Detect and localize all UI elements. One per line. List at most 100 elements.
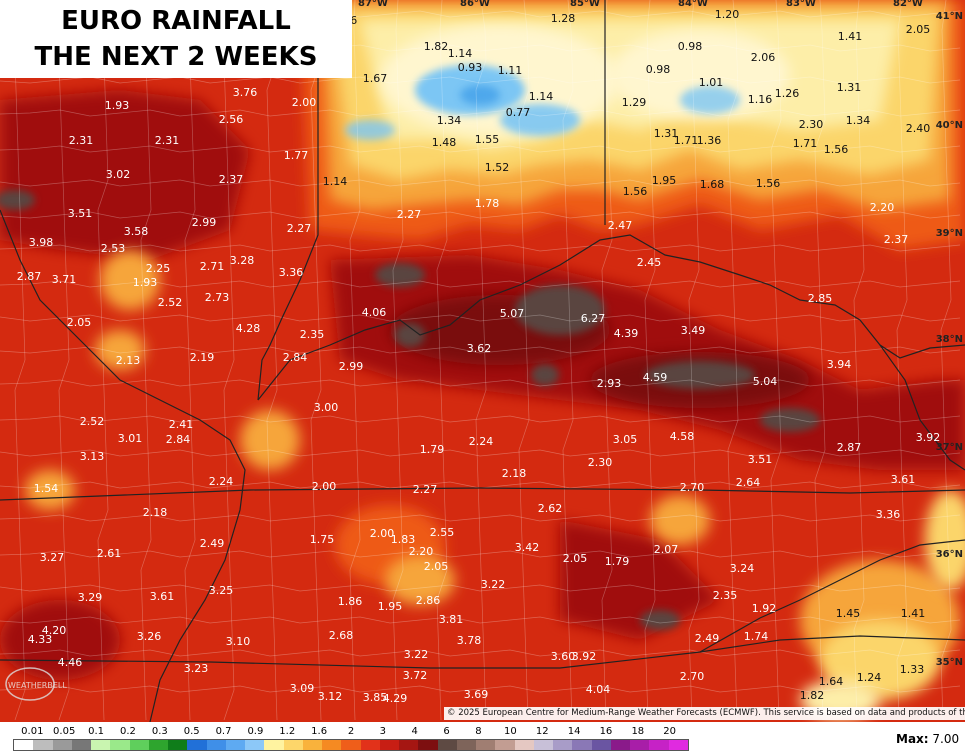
precip-area <box>500 104 580 136</box>
rainfall-value: 3.22 <box>481 578 506 591</box>
county-line <box>392 0 404 721</box>
rainfall-value: 3.51 <box>748 453 773 466</box>
color-legend: 0.01 0.05 0.1 0.2 0.3 0.5 0.7 0.9 1.2 1.6 2 3 4 6 8 10 1… <box>0 722 965 755</box>
copyright-notice: © 2025 European Centre for Medium-Range … <box>444 707 965 720</box>
legend-swatch <box>495 740 515 750</box>
rainfall-value: 4.29 <box>383 692 408 705</box>
title-line-1: EURO RAINFALL <box>61 6 291 36</box>
rainfall-value: 3.09 <box>290 682 315 695</box>
precip-area <box>0 190 35 210</box>
rainfall-value: 2.56 <box>219 113 244 126</box>
county-line <box>0 314 961 322</box>
legend-swatch <box>322 740 342 750</box>
legend-tick: 0.2 <box>119 726 136 737</box>
title-box: EURO RAINFALL THE NEXT 2 WEEKS <box>0 0 352 78</box>
rainfall-value: 1.33 <box>900 663 925 676</box>
legend-swatch <box>110 740 130 750</box>
lat-label: 39°N <box>936 228 963 239</box>
rainfall-value: 3.24 <box>730 562 755 575</box>
rainfall-value: 1.56 <box>824 143 849 156</box>
legend-swatch <box>129 740 149 750</box>
rainfall-value: 2.35 <box>300 328 325 341</box>
title-line-2: THE NEXT 2 WEEKS <box>34 42 318 72</box>
legend-tick: 16 <box>599 726 613 737</box>
legend-swatch <box>572 740 592 750</box>
county-line <box>140 0 152 721</box>
county-line <box>0 550 961 558</box>
legend-swatch <box>630 740 650 750</box>
lon-label: 85°W <box>570 0 600 9</box>
rainfall-value: 1.68 <box>700 178 725 191</box>
rainfall-value: 2.61 <box>97 547 122 560</box>
lon-labels: 87°W 86°W 85°W 84°W 83°W 82°W <box>358 0 923 9</box>
rainfall-value: 0.93 <box>458 61 483 74</box>
legend-tick: 0.9 <box>247 726 264 737</box>
rainfall-value: 2.84 <box>166 433 191 446</box>
rainfall-value: 3.42 <box>515 541 540 554</box>
county-line <box>518 0 530 721</box>
county-line <box>0 280 961 288</box>
precip-area <box>680 86 740 114</box>
lat-label: 36°N <box>936 549 963 560</box>
rainfall-value: 4.33 <box>28 633 53 646</box>
legend-tick: 20 <box>663 726 677 737</box>
lon-label: 82°W <box>893 0 923 9</box>
rainfall-value: 3.36 <box>279 266 304 279</box>
rainfall-value: 2.35 <box>713 589 738 602</box>
rainfall-value: 1.56 <box>756 177 781 190</box>
rainfall-value: 2.93 <box>597 377 622 390</box>
rainfall-value: 3.28 <box>230 254 255 267</box>
rainfall-value: 2.55 <box>430 526 455 539</box>
county-line <box>475 0 487 721</box>
legend-swatch <box>379 740 399 750</box>
rainfall-value: 2.27 <box>287 222 312 235</box>
precip-shading <box>0 0 965 720</box>
rainfall-value: 1.52 <box>485 161 510 174</box>
legend-swatch <box>206 740 226 750</box>
rainfall-value: 3.22 <box>404 648 429 661</box>
county-line <box>0 379 961 387</box>
county-line <box>0 514 961 522</box>
legend-swatch <box>91 740 111 750</box>
lon-label: 83°W <box>786 0 816 9</box>
rainfall-value: 1.31 <box>654 127 679 140</box>
legend-color-bar <box>13 739 689 751</box>
rainfall-value: 3.36 <box>876 508 901 521</box>
rainfall-value: 3.98 <box>29 236 54 249</box>
rainfall-value: 1.95 <box>652 174 677 187</box>
county-line <box>97 0 109 721</box>
rainfall-value: 3.27 <box>40 551 65 564</box>
rainfall-value: 1.71 <box>793 137 818 150</box>
precip-area <box>645 361 755 389</box>
border-kentucky-tennessee <box>0 487 965 501</box>
legend-swatch <box>225 740 245 750</box>
county-line <box>853 0 865 721</box>
legend-swatch <box>437 740 457 750</box>
rainfall-value: 2.47 <box>608 219 633 232</box>
border-nc-tn <box>699 539 965 653</box>
legend-tick: 8 <box>475 726 482 737</box>
rainfall-value: 2.25 <box>146 262 171 275</box>
rainfall-value: 6.27 <box>581 312 606 325</box>
rainfall-value: 1.14 <box>529 90 554 103</box>
rainfall-value: 2.53 <box>101 242 126 255</box>
rainfall-value: 2.20 <box>870 201 895 214</box>
rainfall-value: 1.82 <box>424 40 449 53</box>
rainfall-value: 2.27 <box>397 208 422 221</box>
county-line <box>0 244 961 252</box>
rainfall-value: 5.07 <box>500 307 525 320</box>
rainfall-value: 4.04 <box>586 683 611 696</box>
legend-tick: 14 <box>567 726 581 737</box>
rainfall-value: 2.05 <box>563 552 588 565</box>
lat-label: 35°N <box>936 657 963 668</box>
county-line <box>896 0 908 721</box>
lon-label: 87°W <box>358 0 388 9</box>
precip-area <box>820 620 940 700</box>
rainfall-value: 2.24 <box>209 475 234 488</box>
legend-swatch <box>341 740 361 750</box>
rainfall-value: 1.79 <box>605 555 630 568</box>
rainfall-value: 3.61 <box>150 590 175 603</box>
county-line <box>0 685 961 693</box>
lat-label: 37°N <box>936 442 963 453</box>
precip-area <box>925 490 965 590</box>
